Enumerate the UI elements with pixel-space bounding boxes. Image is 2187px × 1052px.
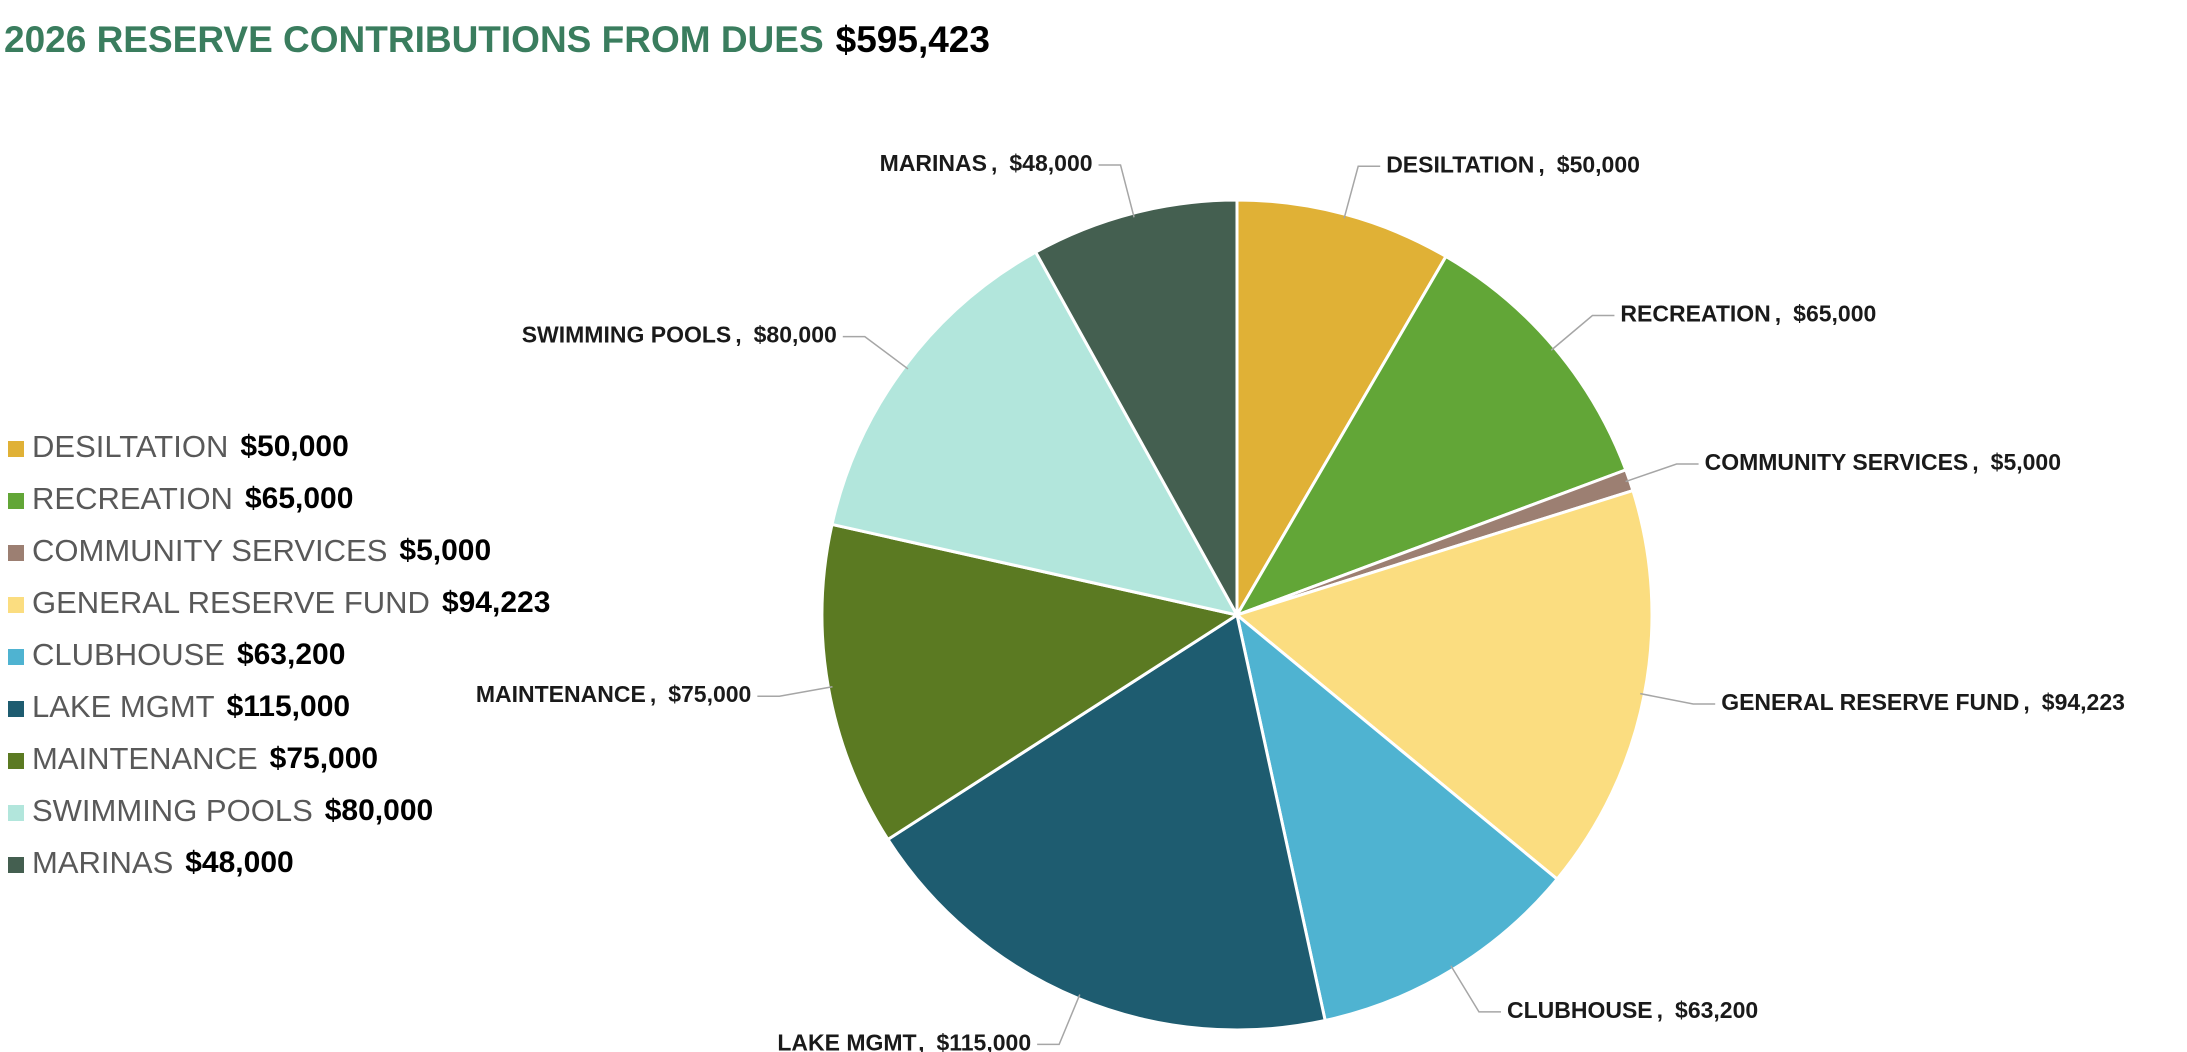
data-label-category: RECREATION	[1620, 301, 1770, 327]
data-label-value: $80,000	[754, 322, 837, 348]
leader-line	[1450, 965, 1501, 1013]
legend-label: COMMUNITY SERVICES	[32, 533, 387, 568]
legend-value: $65,000	[245, 482, 353, 515]
leader-line	[842, 335, 909, 370]
legend-swatch	[8, 701, 24, 717]
data-label: RECREATION, $65,000	[1620, 301, 1876, 327]
leader-line	[757, 686, 833, 697]
data-label-separator: ,	[991, 150, 997, 176]
leader-line	[1550, 314, 1615, 351]
legend-swatch	[8, 597, 24, 613]
data-label-separator: ,	[650, 681, 656, 707]
legend-label: DESILTATION	[32, 429, 228, 464]
legend-swatch	[8, 753, 24, 769]
leader-line	[1640, 692, 1716, 705]
chart-title: 2026 RESERVE CONTRIBUTIONS FROM DUES	[4, 19, 824, 60]
legend-swatch	[8, 649, 24, 665]
data-label-separator: ,	[2023, 689, 2029, 715]
chart-total: $595,423	[836, 19, 990, 60]
legend-swatch	[8, 441, 24, 457]
data-label-separator: ,	[1972, 449, 1978, 475]
legend-label: RECREATION	[32, 481, 233, 516]
data-label: COMMUNITY SERVICES, $5,000	[1705, 449, 2061, 475]
data-label-category: CLUBHOUSE	[1507, 997, 1653, 1023]
data-label-value: $5,000	[1991, 449, 2061, 475]
data-label-category: SWIMMING POOLS	[522, 322, 732, 348]
data-label-value: $115,000	[936, 1030, 1031, 1052]
data-label-separator: ,	[735, 322, 741, 348]
data-label: DESILTATION, $50,000	[1386, 151, 1640, 177]
data-label-category: DESILTATION	[1386, 151, 1534, 177]
legend-swatch	[8, 805, 24, 821]
legend-value: $75,000	[270, 742, 378, 775]
legend-label: LAKE MGMT	[32, 689, 215, 724]
leader-line	[1343, 165, 1381, 219]
legend-swatch	[8, 493, 24, 509]
legend-value: $94,223	[442, 586, 550, 619]
data-label: LAKE MGMT, $115,000	[777, 1030, 1031, 1052]
legend-label: SWIMMING POOLS	[32, 793, 313, 828]
data-label-value: $65,000	[1793, 301, 1876, 327]
legend-value: $5,000	[399, 534, 491, 567]
leader-line	[1037, 994, 1081, 1046]
data-label-separator: ,	[1657, 997, 1663, 1023]
data-label: MARINAS, $48,000	[880, 150, 1093, 176]
data-label-separator: ,	[1775, 301, 1781, 327]
data-label: SWIMMING POOLS, $80,000	[522, 322, 837, 348]
legend-label: MARINAS	[32, 845, 173, 880]
data-label-value: $63,200	[1675, 997, 1758, 1023]
data-label-category: COMMUNITY SERVICES	[1705, 449, 1969, 475]
legend-swatch	[8, 857, 24, 873]
legend-label: CLUBHOUSE	[32, 637, 225, 672]
data-label-separator: ,	[918, 1030, 924, 1052]
data-label-category: LAKE MGMT	[777, 1030, 916, 1052]
legend-value: $50,000	[240, 430, 348, 463]
leader-line	[1625, 463, 1699, 483]
data-label: CLUBHOUSE, $63,200	[1507, 997, 1758, 1023]
legend-swatch	[8, 545, 24, 561]
data-label-category: MARINAS	[880, 150, 987, 176]
data-label-value: $48,000	[1009, 150, 1092, 176]
data-label-category: MAINTENANCE	[476, 681, 646, 707]
data-label: GENERAL RESERVE FUND, $94,223	[1721, 689, 2125, 715]
data-label: MAINTENANCE, $75,000	[476, 681, 751, 707]
data-label-value: $75,000	[668, 681, 751, 707]
legend-label: MAINTENANCE	[32, 741, 258, 776]
legend-value: $80,000	[325, 794, 433, 827]
data-label-separator: ,	[1538, 151, 1544, 177]
data-label-value: $94,223	[2042, 689, 2125, 715]
legend-value: $115,000	[227, 690, 350, 723]
legend-value: $48,000	[185, 846, 293, 879]
data-label-value: $50,000	[1557, 151, 1640, 177]
legend-label: GENERAL RESERVE FUND	[32, 585, 430, 620]
data-label-category: GENERAL RESERVE FUND	[1721, 689, 2019, 715]
legend-value: $63,200	[237, 638, 345, 671]
leader-line	[1098, 164, 1135, 218]
